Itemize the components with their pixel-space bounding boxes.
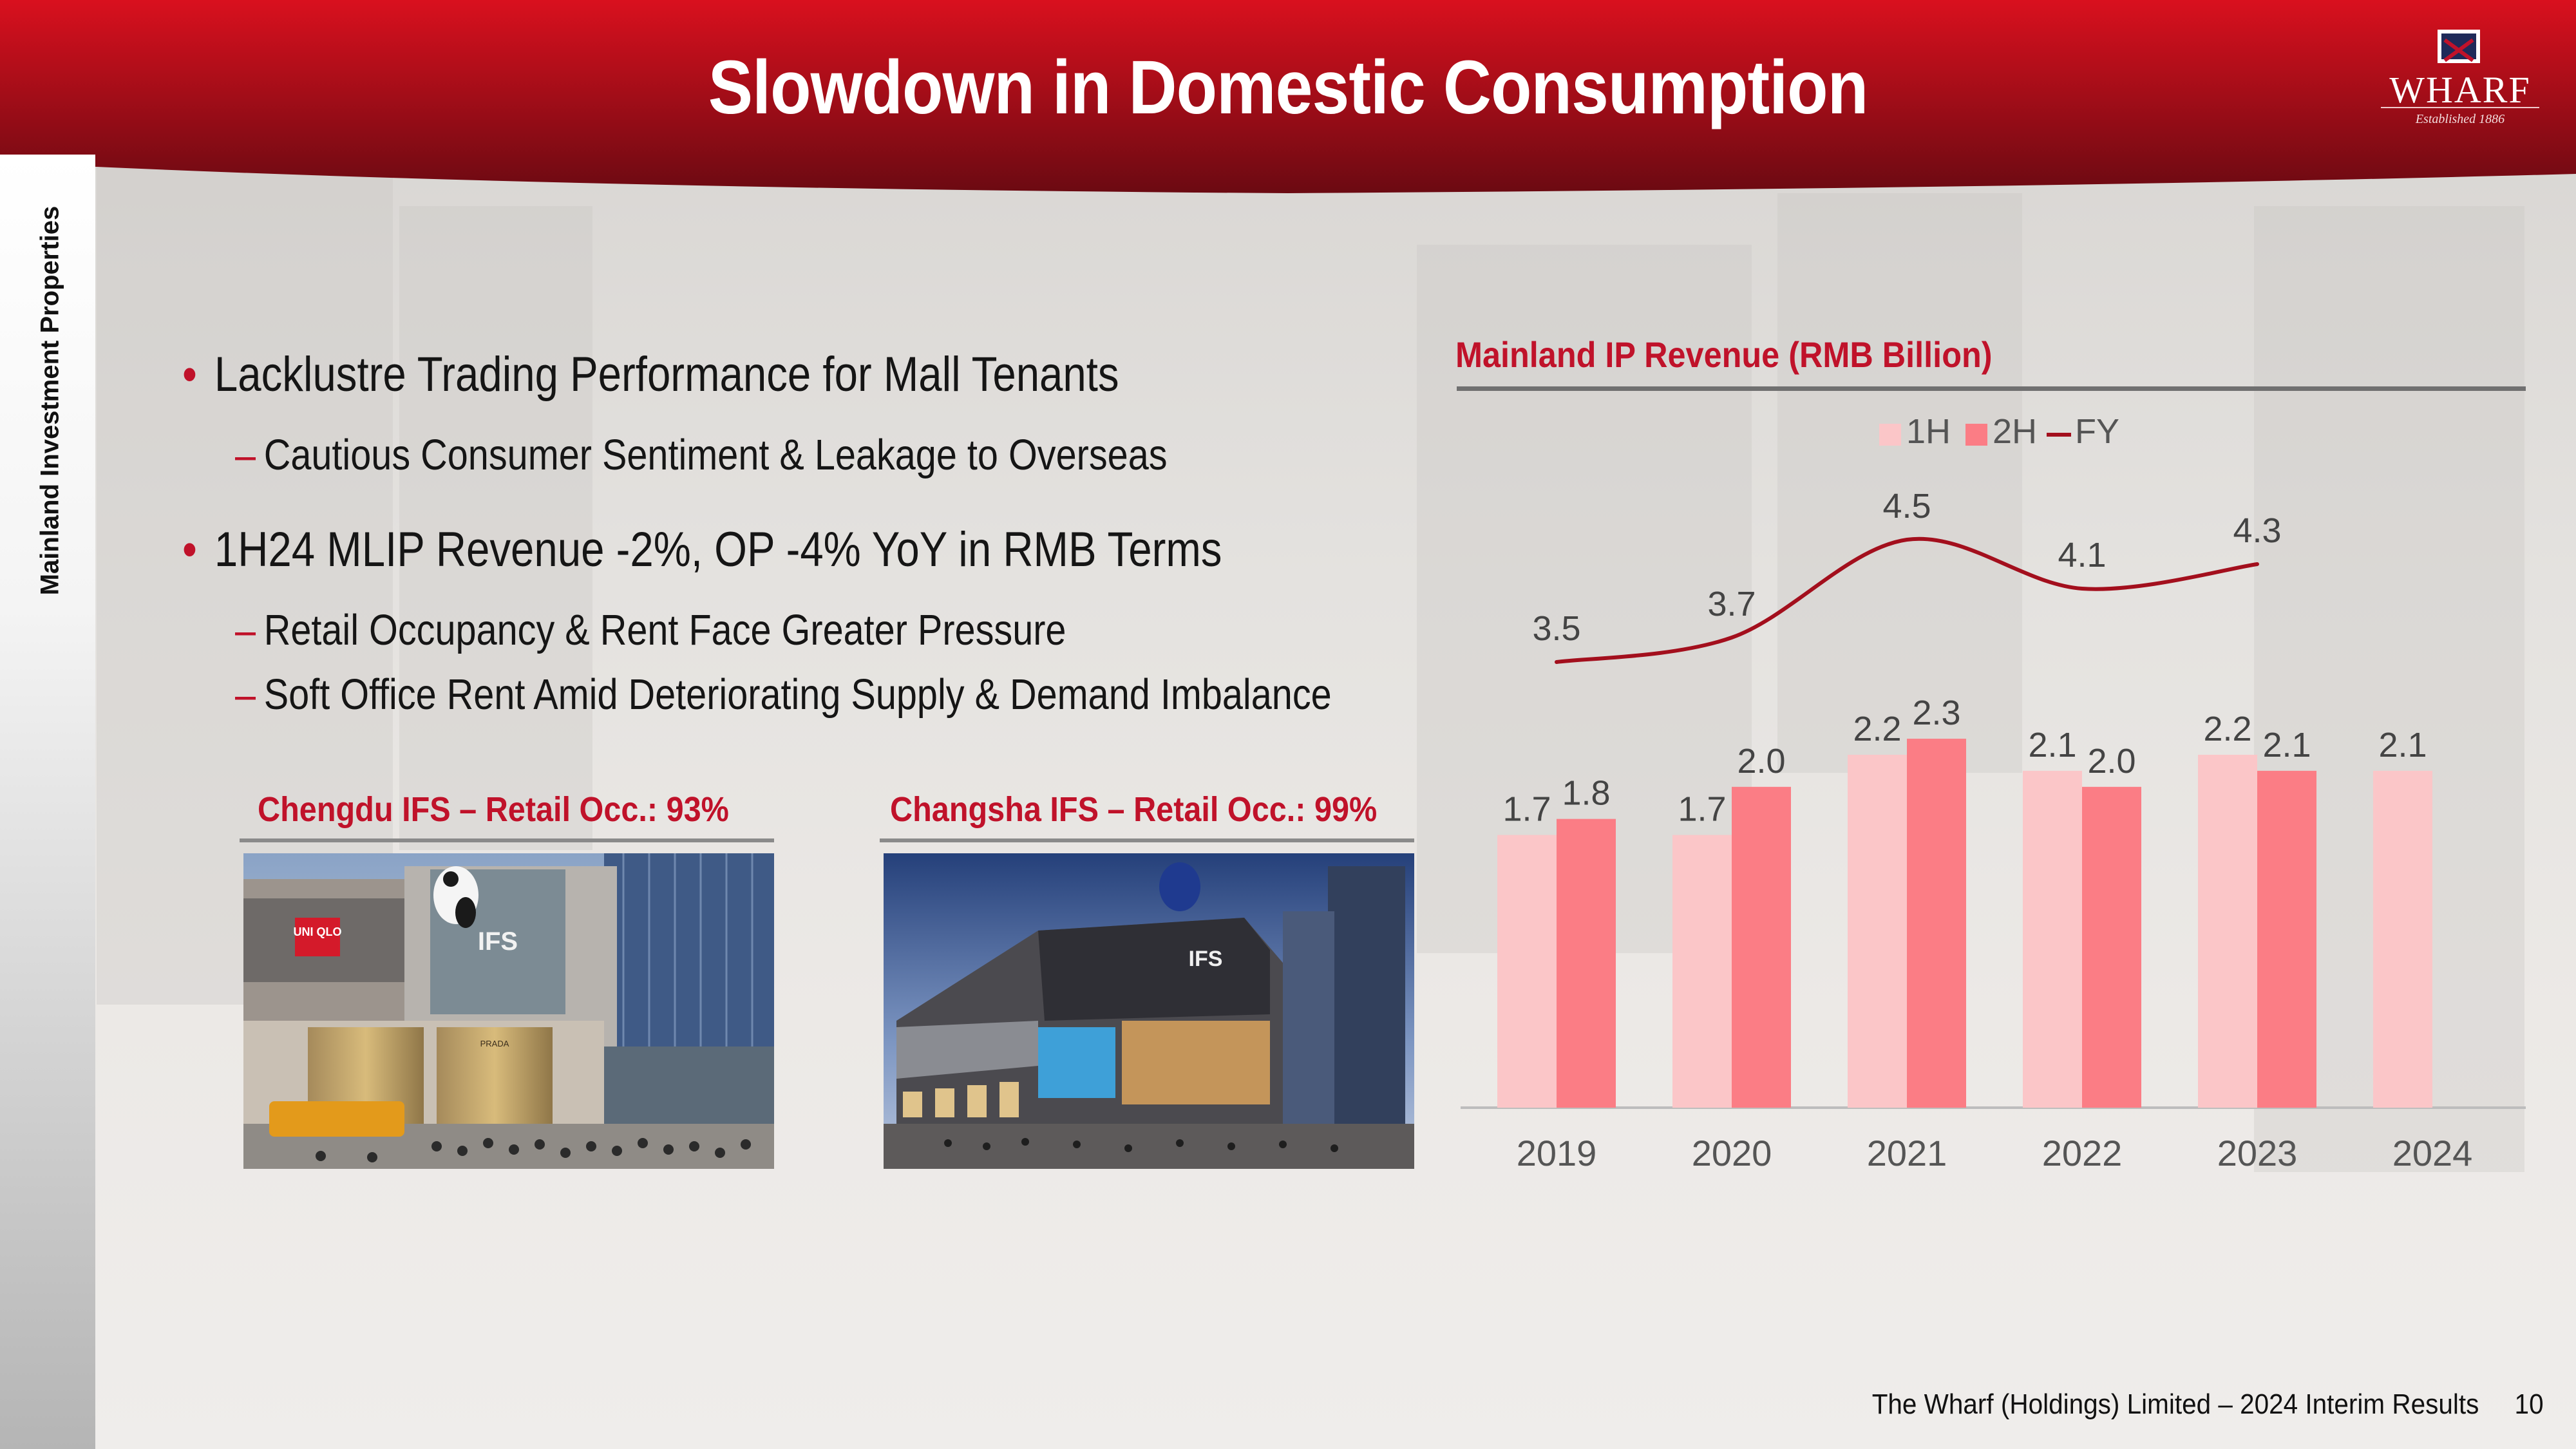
photo-caption-chengdu: Chengdu IFS – Retail Occ.: 93%: [258, 790, 729, 829]
dash-icon: –: [235, 431, 256, 479]
label-2h-2023: 2.1: [2262, 726, 2311, 764]
photo-chengdu-ifs: UNI QLO IFS PRADA: [243, 853, 774, 1169]
label-fy-2019: 3.5: [1532, 609, 1580, 648]
x-tick-2020: 2020: [1692, 1133, 1772, 1173]
sub-bullet-text: Retail Occupancy & Rent Face Greater Pre…: [263, 606, 1066, 654]
wharf-logo: WHARF Established 1886: [2373, 26, 2547, 135]
label-1h-2019: 1.7: [1502, 790, 1551, 829]
legend-1h-swatch: [1879, 424, 1901, 446]
legend-2h-label: 2H: [1993, 412, 2037, 451]
ifs-sign: IFS: [1189, 947, 1223, 971]
photo-changsha-ifs: IFS: [884, 853, 1414, 1169]
bullet-dot-icon: •: [182, 522, 197, 577]
label-2h-2019: 1.8: [1562, 774, 1610, 813]
caption-underline: [240, 838, 774, 842]
bar-1h-2023: [2198, 755, 2257, 1108]
chart-title-rule: [1457, 386, 2526, 391]
bullet-1-text: Lacklustre Trading Performance for Mall …: [214, 347, 1119, 402]
label-2h-2022: 2.0: [2087, 742, 2136, 781]
ifs-sign: IFS: [478, 927, 518, 956]
bar-2h-2022: [2082, 786, 2141, 1108]
bar-1h-2019: [1497, 835, 1557, 1108]
logo-name: WHARF: [2389, 69, 2531, 111]
bar-1h-2020: [1672, 835, 1732, 1108]
x-tick-2024: 2024: [2392, 1133, 2473, 1173]
photo-caption-changsha: Changsha IFS – Retail Occ.: 99%: [890, 790, 1378, 829]
label-fy-2021: 4.5: [1882, 487, 1931, 526]
bar-2h-2023: [2257, 770, 2316, 1108]
legend-fy-label: FY: [2075, 412, 2119, 451]
bar-2h-2021: [1907, 739, 1966, 1108]
prada-sign: PRADA: [480, 1039, 509, 1048]
bar-2h-2019: [1557, 819, 1616, 1108]
label-1h-2020: 1.7: [1678, 790, 1726, 829]
uniqlo-sign: UNI QLO: [294, 925, 342, 938]
dash-icon: –: [235, 606, 256, 654]
logo-tagline: Established 1886: [2415, 112, 2505, 126]
label-fy-2020: 3.7: [1707, 585, 1756, 623]
label-fy-2022: 4.1: [2058, 536, 2106, 574]
label-2h-2020: 2.0: [1737, 742, 1785, 781]
caption-underline: [880, 838, 1414, 842]
x-tick-2022: 2022: [2042, 1133, 2123, 1173]
page-number: 10: [2514, 1388, 2544, 1420]
label-1h-2021: 2.2: [1853, 710, 1901, 748]
astronaut-sculpture: [1159, 862, 1200, 911]
bus: [269, 1101, 404, 1137]
bar-1h-2024: [2373, 770, 2432, 1108]
sub-bullet-2-2: – Soft Office Rent Amid Deteriorating Sup…: [235, 670, 1332, 719]
bullet-2-text: 1H24 MLIP Revenue -2%, OP -4% YoY in RMB…: [214, 522, 1222, 577]
bar-2h-2020: [1732, 786, 1791, 1108]
x-tick-2023: 2023: [2217, 1133, 2298, 1173]
label-1h-2022: 2.1: [2028, 726, 2076, 764]
chart-title: Mainland IP Revenue (RMB Billion): [1455, 334, 1993, 375]
label-fy-2023: 4.3: [2233, 511, 2281, 550]
wharf-flag-icon: [2438, 30, 2480, 63]
label-1h-2024: 2.1: [2378, 726, 2427, 764]
label-2h-2021: 2.3: [1912, 694, 1960, 732]
page-title: Slowdown in Domestic Consumption: [708, 45, 1868, 130]
chengdu-ifs-image: UNI QLO IFS PRADA: [243, 853, 774, 1169]
background-building: [399, 206, 592, 850]
bar-1h-2021: [1848, 755, 1907, 1108]
sub-bullet-text: Cautious Consumer Sentiment & Leakage to…: [263, 431, 1168, 479]
sub-bullet-2-1: – Retail Occupancy & Rent Face Greater Pr…: [235, 605, 1066, 655]
changsha-ifs-image: IFS: [884, 853, 1414, 1169]
bullet-2: • 1H24 MLIP Revenue -2%, OP -4% YoY in RM…: [182, 522, 1222, 578]
sub-bullet-1-1: – Cautious Consumer Sentiment & Leakage t…: [235, 430, 1168, 480]
header-band: [0, 0, 2576, 193]
background-building: [1777, 193, 2022, 773]
sidebar: Mainland Investment Properties: [0, 155, 95, 1449]
legend-2h-swatch: [1965, 424, 1987, 446]
sub-bullet-text: Soft Office Rent Amid Deteriorating Supp…: [263, 670, 1332, 719]
logo-divider: [2381, 107, 2539, 108]
x-tick-2021: 2021: [1867, 1133, 1947, 1173]
x-tick-2019: 2019: [1517, 1133, 1597, 1173]
legend-1h-label: 1H: [1906, 412, 1951, 451]
bar-1h-2022: [2023, 770, 2082, 1108]
bullet-dot-icon: •: [182, 347, 197, 402]
fy-line: [1555, 536, 2259, 664]
label-1h-2023: 2.2: [2203, 710, 2251, 748]
footer: The Wharf (Holdings) Limited – 2024 Inte…: [1872, 1388, 2544, 1421]
bullet-1: • Lacklustre Trading Performance for Mall…: [182, 346, 1119, 402]
dash-icon: –: [235, 670, 256, 719]
footer-text: The Wharf (Holdings) Limited – 2024 Inte…: [1872, 1388, 2479, 1420]
